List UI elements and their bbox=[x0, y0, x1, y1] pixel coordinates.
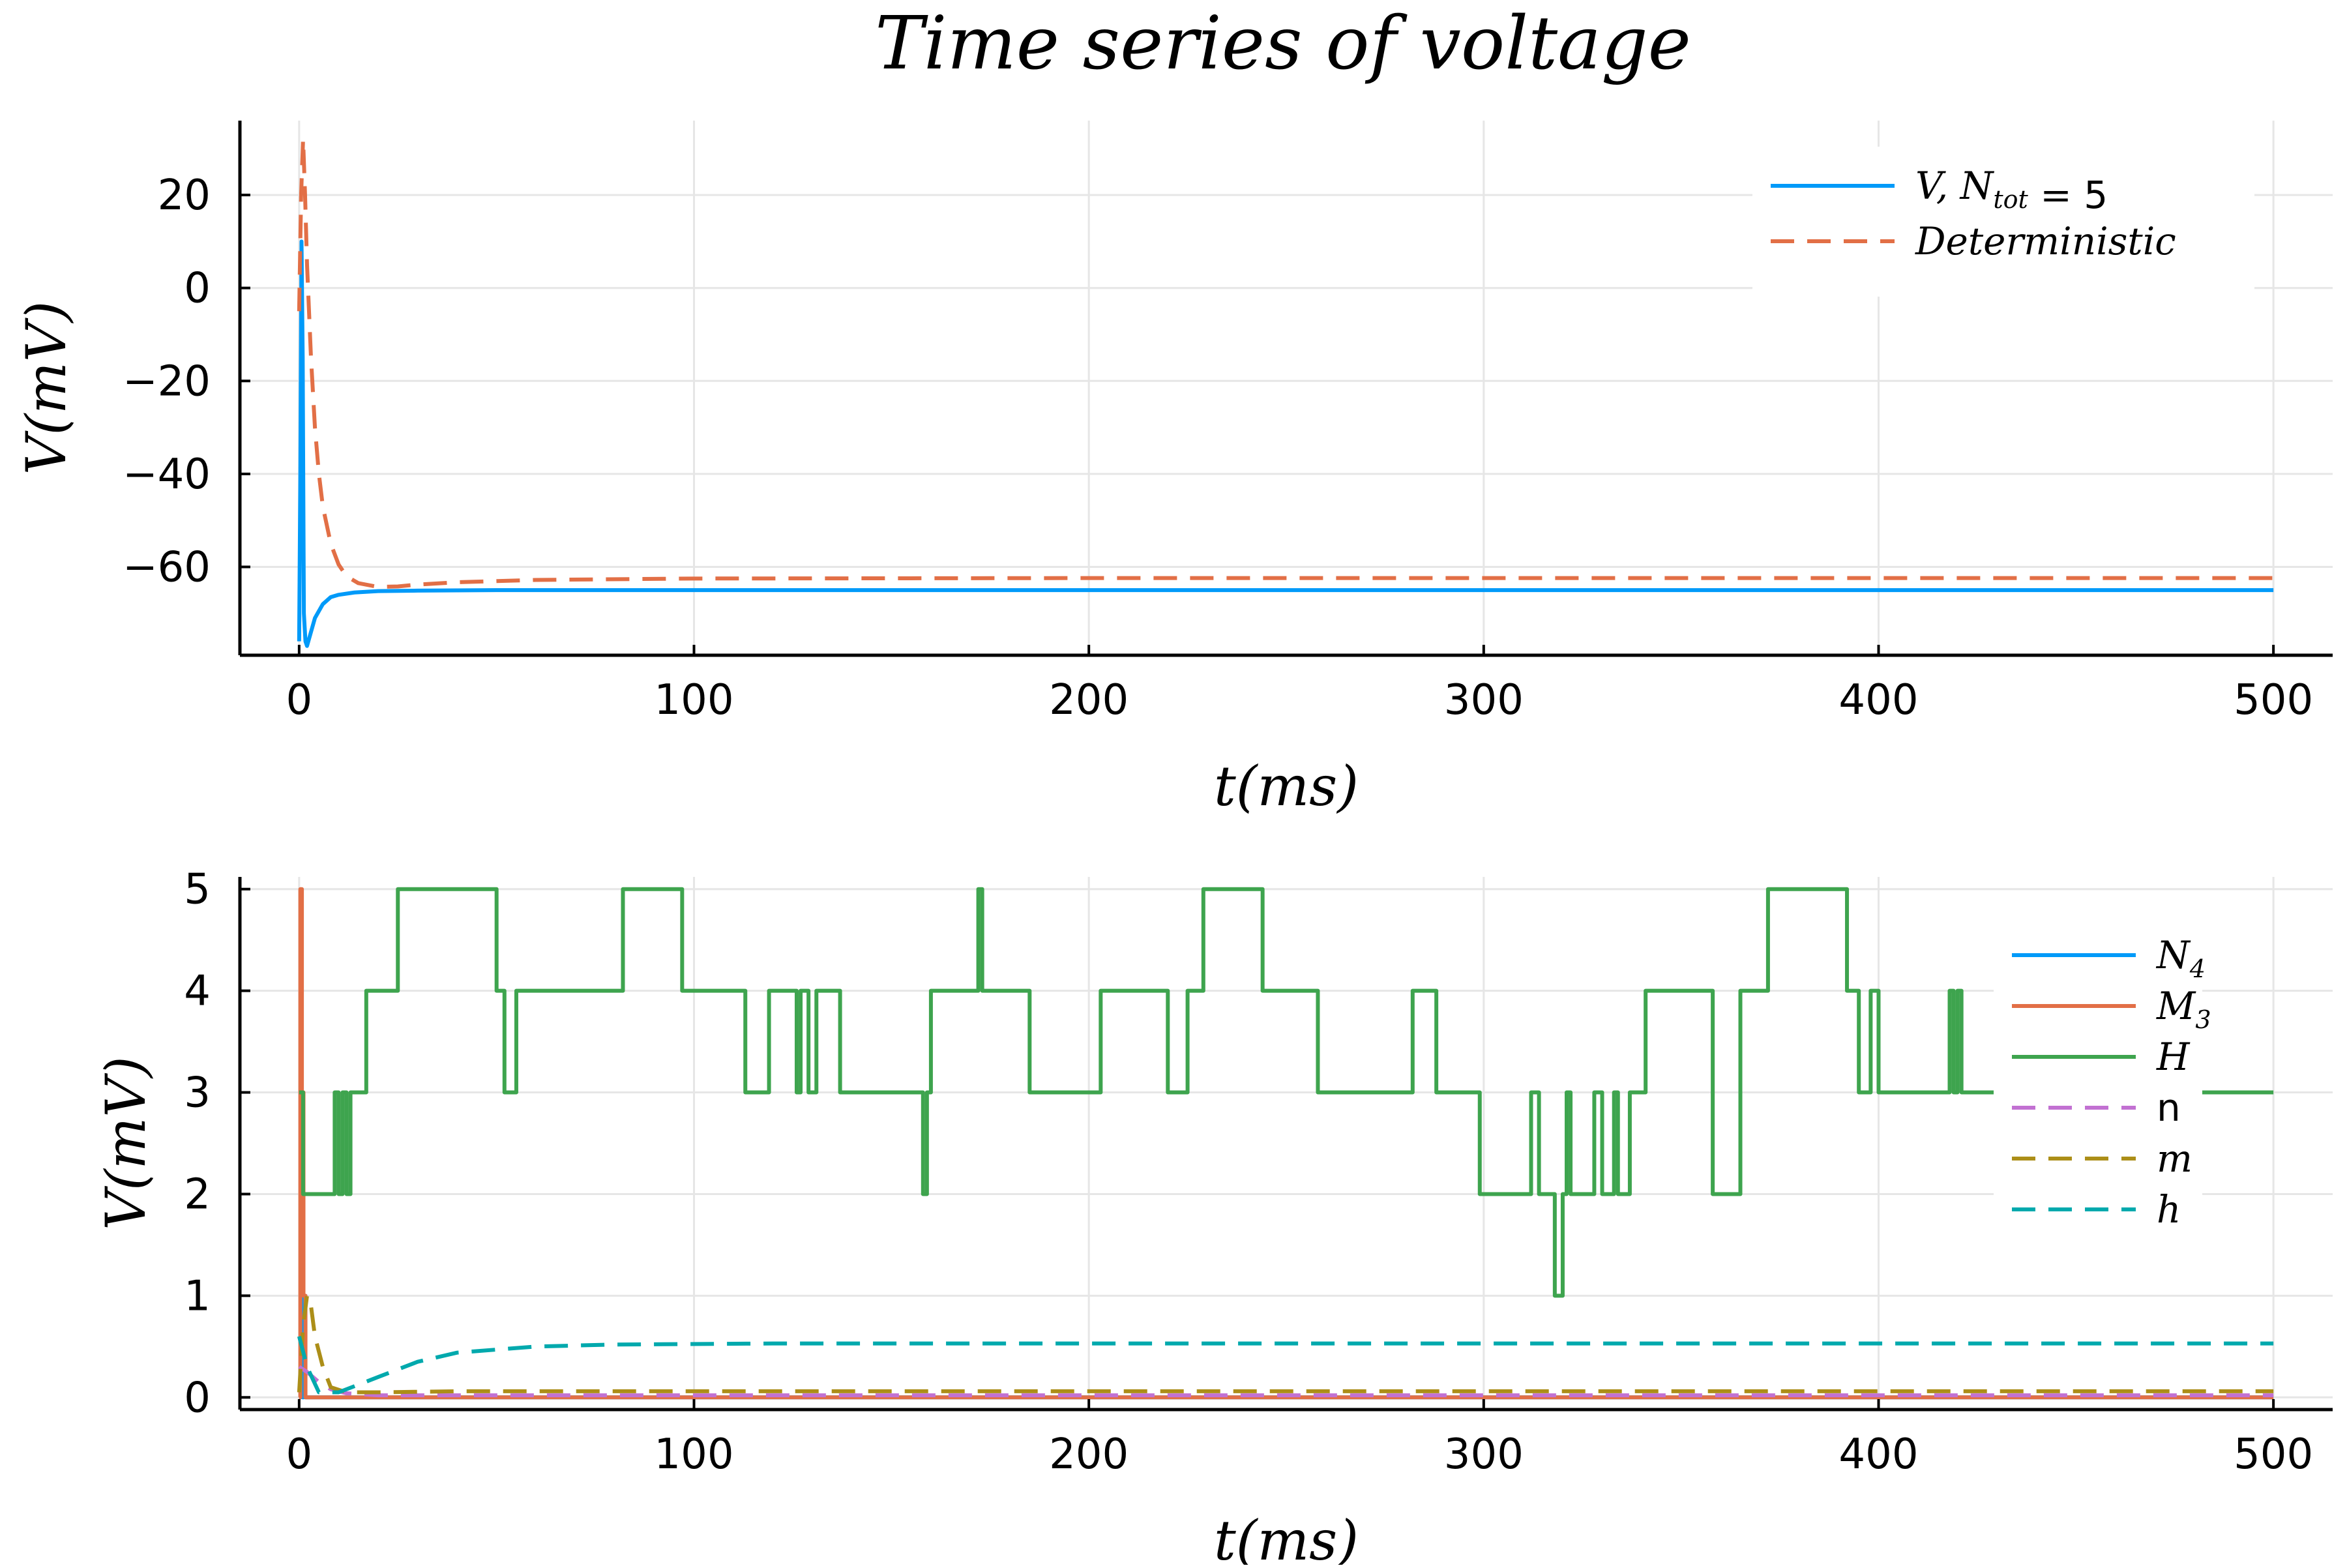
legend-label: M3 bbox=[2156, 984, 2211, 1034]
series-group bbox=[297, 137, 2274, 648]
x-tick-label: 500 bbox=[2234, 676, 2313, 724]
legend-box bbox=[1994, 916, 2202, 1242]
y-tick-label: −60 bbox=[123, 544, 211, 592]
x-tick-label: 300 bbox=[1444, 676, 1524, 724]
series-line-2 bbox=[299, 887, 2274, 1298]
chart-title: Time series of voltage bbox=[875, 1, 1691, 86]
y-tick-label: 0 bbox=[184, 265, 211, 313]
series-group bbox=[297, 887, 2274, 1400]
x-tick-label: 400 bbox=[1838, 1430, 1918, 1479]
y-tick-label: 3 bbox=[184, 1069, 211, 1117]
series-line-4 bbox=[297, 1294, 2274, 1395]
y-tick-label: 0 bbox=[184, 1374, 211, 1422]
y-tick-label: 4 bbox=[184, 968, 211, 1016]
x-tick-label: 400 bbox=[1838, 676, 1918, 724]
x-tick-label: 0 bbox=[286, 1430, 312, 1479]
x-axis-title: t(ms) bbox=[1214, 754, 1359, 818]
series-line-0 bbox=[297, 239, 2274, 648]
legend-label: N4 bbox=[2155, 933, 2206, 983]
y-tick-label: −20 bbox=[123, 357, 211, 406]
legend-label: V, Ntot = 5 bbox=[1915, 164, 2108, 217]
x-tick-label: 100 bbox=[654, 1430, 733, 1479]
legend-box bbox=[1752, 147, 2254, 297]
series-line-1 bbox=[298, 887, 2274, 1400]
legend-label: h bbox=[2157, 1187, 2181, 1232]
y-tick-label: 2 bbox=[184, 1170, 211, 1219]
series-line-1 bbox=[297, 137, 2274, 589]
legend-label: m bbox=[2157, 1136, 2192, 1181]
x-tick-label: 300 bbox=[1444, 1430, 1524, 1479]
y-tick-label: 20 bbox=[158, 171, 211, 220]
x-tick-label: 200 bbox=[1049, 1430, 1129, 1479]
top-panel: 0 100 200 300 400 500 −60 −40 −20 0 20 t(ms) V(mV) V,… bbox=[14, 121, 2333, 818]
legend-label: n bbox=[2157, 1086, 2181, 1130]
y-tick-label: 1 bbox=[184, 1272, 211, 1320]
x-tick-label: 500 bbox=[2234, 1430, 2313, 1479]
legend-label: H bbox=[2156, 1035, 2191, 1079]
x-tick-label: 100 bbox=[654, 676, 733, 724]
series-line-5 bbox=[297, 1335, 2274, 1395]
x-tick-label: 200 bbox=[1049, 676, 1129, 724]
legend-label: Deterministic bbox=[1915, 219, 2176, 263]
y-tick-label: 5 bbox=[184, 866, 211, 914]
y-axis-title: V(mV) bbox=[94, 1056, 158, 1230]
x-axis-title: t(ms) bbox=[1214, 1509, 1359, 1565]
x-tick-label: 0 bbox=[286, 676, 312, 724]
y-tick-label: −40 bbox=[123, 451, 211, 499]
y-axis-title: V(mV) bbox=[14, 301, 78, 475]
